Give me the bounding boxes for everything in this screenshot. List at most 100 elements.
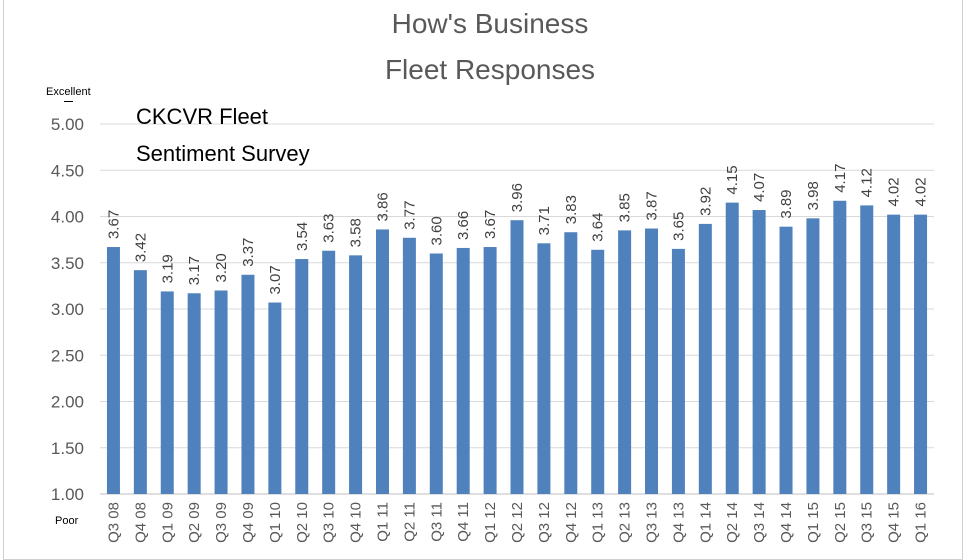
bar (887, 214, 901, 494)
annotation-line-2: Sentiment Survey (136, 141, 310, 166)
x-tick-label: Q1 15 (805, 502, 822, 543)
bars (106, 200, 928, 495)
bar (860, 205, 874, 494)
data-label: 3.07 (267, 265, 284, 294)
x-tick-label: Q1 10 (267, 502, 284, 543)
x-tick-label: Q4 09 (240, 502, 257, 543)
bar (752, 210, 766, 494)
annotation-line-1: CKCVR Fleet (136, 104, 269, 129)
bar (698, 223, 712, 494)
bar (349, 255, 363, 494)
data-label: 3.19 (159, 254, 176, 283)
y-tick-label: 2.00 (51, 393, 84, 412)
x-tick-label: Q4 14 (778, 502, 795, 543)
x-tick-label: Q2 09 (186, 502, 203, 543)
x-tick-label: Q3 15 (859, 502, 876, 543)
y-tick-label: 4.50 (51, 161, 84, 180)
data-label: 4.17 (832, 164, 849, 193)
y-tick-label: 1.00 (51, 485, 84, 504)
data-label: 3.20 (213, 253, 230, 282)
y-tick-label: 1.50 (51, 439, 84, 458)
x-tick-label: Q2 14 (724, 502, 741, 543)
bar (725, 202, 739, 494)
x-tick-label: Q4 13 (670, 502, 687, 543)
y-tick-label: 3.50 (51, 254, 84, 273)
x-tick-label: Q4 10 (348, 502, 365, 543)
x-tick-label: Q2 13 (617, 502, 634, 543)
x-tick-label: Q1 11 (374, 502, 391, 542)
data-label: 3.77 (401, 201, 418, 230)
bar (483, 247, 497, 494)
bar (214, 290, 228, 494)
bar (456, 247, 470, 494)
x-tick-label: Q3 13 (644, 502, 661, 543)
scale-top-label: Excellent (46, 86, 91, 98)
x-tick-label: Q4 15 (886, 502, 903, 543)
bar (295, 259, 309, 494)
data-label: 3.67 (105, 210, 122, 239)
data-labels: 3.67 3.42 3.19 3.17 3.20 3.37 3.07 3.54 3.63 3.58… (105, 164, 929, 295)
data-label: 3.54 (294, 222, 311, 251)
data-label: 3.64 (590, 213, 607, 242)
chart-title: How's Business (391, 8, 589, 39)
x-tick-label: Q4 11 (455, 502, 472, 542)
x-tick-label: Q1 14 (697, 502, 714, 543)
x-tick-label: Q3 11 (428, 502, 445, 542)
data-label: 3.42 (132, 233, 149, 262)
data-label: 4.02 (886, 177, 903, 206)
data-label: 3.71 (536, 206, 553, 235)
bar (510, 220, 524, 494)
x-tick-label: Q2 10 (294, 502, 311, 543)
scale-top-dash (64, 101, 73, 102)
bar (429, 253, 443, 494)
data-label: 3.92 (697, 187, 714, 216)
bar (187, 293, 201, 494)
data-label: 3.63 (321, 214, 338, 243)
bar (402, 237, 416, 494)
x-axis-ticks: Q3 08 Q4 08 Q1 09 Q2 09 Q3 09 Q4 09 Q1 10 Q2 10… (105, 502, 929, 543)
bar (160, 291, 174, 494)
bar (914, 214, 928, 494)
bar (779, 226, 793, 495)
bar (806, 218, 820, 494)
data-label: 3.87 (644, 191, 661, 220)
x-tick-label: Q1 16 (913, 502, 930, 543)
bar (133, 270, 147, 494)
bar (106, 247, 120, 494)
x-tick-label: Q3 10 (321, 502, 338, 543)
bar (537, 243, 551, 494)
x-tick-label: Q2 15 (832, 502, 849, 543)
x-tick-label: Q1 13 (590, 502, 607, 543)
data-label: 3.89 (778, 189, 795, 218)
data-label: 3.86 (374, 192, 391, 221)
bar (268, 302, 282, 494)
y-tick-label: 2.50 (51, 346, 84, 365)
chart-subtitle: Fleet Responses (384, 54, 596, 85)
y-tick-label: 3.00 (51, 300, 84, 319)
x-tick-label: Q3 08 (105, 502, 122, 543)
x-tick-label: Q4 12 (563, 502, 580, 543)
bar (564, 232, 578, 494)
bar (241, 274, 255, 494)
bar (833, 200, 847, 494)
data-label: 4.07 (751, 173, 768, 202)
x-tick-label: Q1 09 (159, 502, 176, 543)
y-axis-ticks: 1.00 1.50 2.00 2.50 3.00 3.50 4.00 4.50 5.00 (51, 115, 84, 504)
data-label: 3.66 (455, 211, 472, 240)
data-label: 4.02 (913, 177, 930, 206)
data-label: 3.67 (482, 210, 499, 239)
data-label: 3.83 (563, 195, 580, 224)
bar (591, 249, 605, 494)
x-tick-label: Q2 12 (509, 502, 526, 543)
y-tick-label: 5.00 (51, 115, 84, 134)
bar (645, 228, 659, 494)
data-label: 4.12 (859, 168, 876, 197)
bar (375, 229, 389, 494)
bar (618, 230, 632, 494)
data-label: 3.98 (805, 181, 822, 210)
data-label: 3.60 (428, 216, 445, 245)
x-tick-label: Q4 08 (132, 502, 149, 543)
data-label: 3.17 (186, 256, 203, 285)
bar (671, 248, 685, 494)
